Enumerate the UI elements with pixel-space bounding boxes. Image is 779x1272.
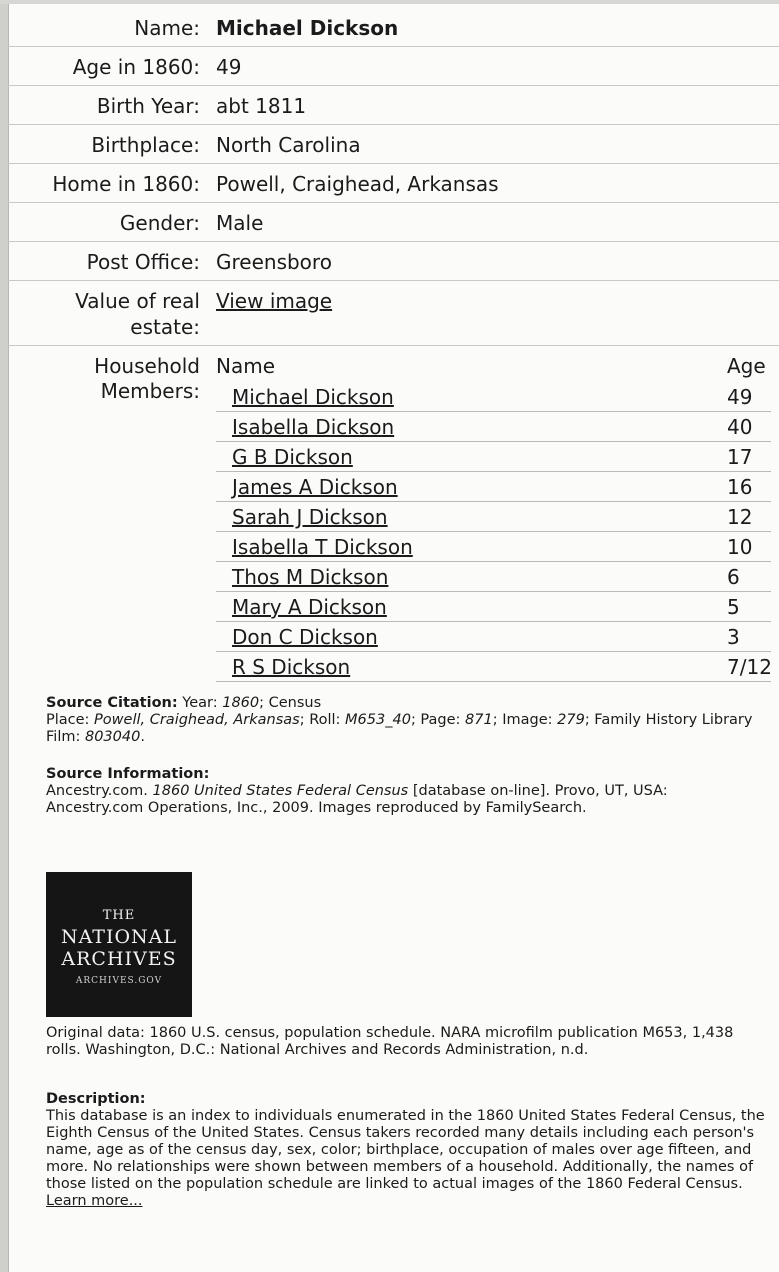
source-info-text-1: Ancestry.com. bbox=[46, 783, 153, 799]
household-label-line2: Members: bbox=[100, 379, 200, 403]
household-member-link[interactable]: Sarah J Dickson bbox=[232, 505, 388, 529]
household-members-list: Michael Dickson 49 Isabella Dickson 40 G B D… bbox=[216, 382, 772, 682]
birth-year-row: Birth Year: abt 1811 bbox=[8, 86, 779, 125]
source-citation-title: Source Citation: bbox=[46, 695, 178, 711]
description-title: Description: bbox=[46, 1091, 146, 1107]
home-row: Home in 1860: Powell, Craighead, Arkansa… bbox=[8, 164, 779, 203]
household-member-row: R S Dickson 7/12 bbox=[216, 652, 772, 682]
household-member-row: G B Dickson 17 bbox=[216, 442, 771, 472]
household-member-row: James A Dickson 16 bbox=[216, 472, 771, 502]
birth-year-value: abt 1811 bbox=[216, 94, 307, 118]
citation-page-label: ; Page: bbox=[410, 712, 466, 728]
household-member-row: Sarah J Dickson 12 bbox=[216, 502, 771, 532]
gender-value: Male bbox=[216, 211, 264, 235]
logo-line3: ARCHIVES bbox=[61, 948, 177, 970]
citation-year: 1860 bbox=[222, 695, 260, 711]
household-member-age: 17 bbox=[727, 445, 753, 469]
learn-more-link[interactable]: Learn more... bbox=[46, 1193, 143, 1209]
birthplace-value: North Carolina bbox=[216, 133, 361, 157]
household-member-link[interactable]: Don C Dickson bbox=[232, 625, 378, 649]
citation-roll-label: ; Roll: bbox=[299, 712, 346, 728]
source-information-title: Source Information: bbox=[46, 766, 210, 782]
household-member-link[interactable]: Isabella Dickson bbox=[232, 415, 395, 439]
citation-end: . bbox=[140, 729, 145, 745]
top-border bbox=[0, 0, 779, 4]
real-estate-row: Value of real estate: View image bbox=[8, 281, 779, 346]
household-member-link[interactable]: Mary A Dickson bbox=[232, 595, 387, 619]
logo-line4: ARCHIVES.GOV bbox=[75, 976, 163, 986]
source-info-database: 1860 United States Federal Census bbox=[152, 783, 409, 799]
left-border bbox=[0, 0, 9, 1272]
age-value: 49 bbox=[216, 55, 242, 79]
household-table: Name Age Michael Dickson 49 Isabella Dicks… bbox=[216, 354, 772, 682]
description-text: This database is an index to individuals… bbox=[46, 1108, 765, 1192]
household-member-age: 10 bbox=[727, 535, 753, 559]
citation-film: 803040 bbox=[84, 729, 141, 745]
record-fields: Name: Michael Dickson Age in 1860: 49 Bi… bbox=[8, 8, 779, 682]
household-label-line1: Household bbox=[94, 354, 200, 378]
post-office-label: Post Office: bbox=[86, 250, 200, 274]
household-member-row: Mary A Dickson 5 bbox=[216, 592, 771, 622]
logo-line2: NATIONAL bbox=[60, 926, 178, 948]
citation-year-suffix: ; Census bbox=[259, 695, 322, 711]
household-member-row: Thos M Dickson 6 bbox=[216, 562, 771, 592]
household-member-link[interactable]: R S Dickson bbox=[232, 655, 351, 679]
household-member-link[interactable]: Michael Dickson bbox=[232, 385, 394, 409]
household-member-age: 3 bbox=[727, 625, 740, 649]
household-member-link[interactable]: Isabella T Dickson bbox=[232, 535, 413, 559]
gender-row: Gender: Male bbox=[8, 203, 779, 242]
real-estate-label-line2: estate: bbox=[130, 315, 200, 339]
source-info-text-2: [database on-line]. Provo, UT, USA: Ance… bbox=[46, 783, 668, 816]
household-member-row: Don C Dickson 3 bbox=[216, 622, 771, 652]
column-header-name: Name bbox=[216, 354, 276, 378]
home-label: Home in 1860: bbox=[52, 172, 200, 196]
age-label: Age in 1860: bbox=[72, 55, 200, 79]
birthplace-row: Birthplace: North Carolina bbox=[8, 125, 779, 164]
household-member-age: 49 bbox=[727, 385, 753, 409]
citation-film-label: ; Family History Library Film: bbox=[46, 712, 753, 745]
household-member-age: 40 bbox=[727, 415, 753, 439]
household-row: Household Members: Name Age Michael Dick… bbox=[8, 346, 779, 682]
household-member-row: Isabella Dickson 40 bbox=[216, 412, 771, 442]
name-label: Name: bbox=[134, 16, 200, 40]
household-label: Household Members: bbox=[8, 354, 216, 682]
gender-label: Gender: bbox=[119, 211, 200, 235]
household-header: Name Age bbox=[216, 354, 771, 382]
household-member-link[interactable]: Thos M Dickson bbox=[232, 565, 389, 589]
age-row: Age in 1860: 49 bbox=[8, 47, 779, 86]
birth-year-label: Birth Year: bbox=[96, 94, 200, 118]
national-archives-logo: THE NATIONAL ARCHIVES ARCHIVES.GOV bbox=[46, 872, 192, 1017]
name-value: Michael Dickson bbox=[216, 16, 399, 40]
household-member-age: 6 bbox=[727, 565, 740, 589]
household-member-age: 7/12 bbox=[727, 655, 772, 679]
birthplace-label: Birthplace: bbox=[91, 133, 200, 157]
household-member-age: 5 bbox=[727, 595, 740, 619]
post-office-row: Post Office: Greensboro bbox=[8, 242, 779, 281]
home-value: Powell, Craighead, Arkansas bbox=[216, 172, 499, 196]
logo-line1: THE bbox=[102, 908, 136, 923]
source-information: Source Information: Ancestry.com. 1860 U… bbox=[46, 766, 766, 817]
citation-image-label: ; Image: bbox=[492, 712, 558, 728]
column-header-age: Age bbox=[727, 354, 766, 378]
view-image-link[interactable]: View image bbox=[216, 289, 333, 313]
citation-year-label: Year: bbox=[182, 695, 223, 711]
citation-place-label: Place: bbox=[46, 712, 95, 728]
citation-page: 871 bbox=[465, 712, 493, 728]
real-estate-label-line1: Value of real bbox=[75, 289, 200, 313]
source-citation: Source Citation: Year: 1860; Census Plac… bbox=[46, 695, 766, 746]
citation-image: 279 bbox=[557, 712, 585, 728]
citation-place: Powell, Craighead, Arkansas bbox=[94, 712, 300, 728]
household-member-row: Michael Dickson 49 bbox=[216, 382, 771, 412]
citation-roll: M653_40 bbox=[345, 712, 411, 728]
description: Description: This database is an index t… bbox=[46, 1091, 766, 1210]
original-data: Original data: 1860 U.S. census, populat… bbox=[46, 1025, 734, 1058]
post-office-value: Greensboro bbox=[216, 250, 332, 274]
household-member-link[interactable]: G B Dickson bbox=[232, 445, 353, 469]
household-member-age: 12 bbox=[727, 505, 753, 529]
household-member-link[interactable]: James A Dickson bbox=[232, 475, 398, 499]
household-member-row: Isabella T Dickson 10 bbox=[216, 532, 771, 562]
household-member-age: 16 bbox=[727, 475, 753, 499]
name-row: Name: Michael Dickson bbox=[8, 8, 779, 47]
real-estate-label: Value of real estate: bbox=[8, 288, 216, 340]
